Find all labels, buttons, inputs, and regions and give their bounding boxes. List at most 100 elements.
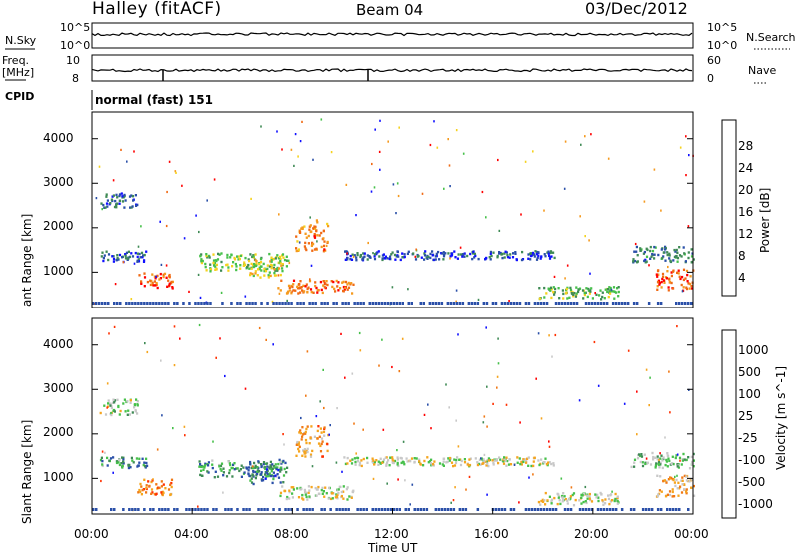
echo-pixel [502,460,505,463]
echo-pixel [522,458,525,461]
echo-pixel [101,208,103,211]
echo-pixel [362,457,365,461]
echo-pixel [607,157,610,160]
echo-pixel [204,262,207,266]
echo-pixel [330,151,333,154]
echo-pixel [569,288,573,292]
echo-pixel [295,249,298,253]
echo-pixel [657,462,660,466]
echo-pixel [692,465,695,468]
echo-pixel [308,225,311,228]
echo-pixel [404,508,407,511]
echo-pixel [142,254,145,257]
echo-pixel [448,459,451,462]
echo-pixel [101,302,104,305]
echo-pixel [320,431,323,434]
echo-pixel [419,302,422,305]
echo-pixel [294,289,297,292]
echo-pixel [443,508,447,511]
echo-pixel [136,400,139,403]
echo-pixel [543,461,546,464]
echo-pixel [599,508,603,511]
echo-pixel [572,302,576,305]
echo-pixel [136,259,139,262]
echo-pixel [689,479,692,482]
echo-pixel [521,250,524,254]
echo-pixel [299,432,302,435]
echo-pixel [243,261,246,264]
echo-pixel [321,440,324,443]
echo-pixel [560,477,563,480]
echo-pixel [239,468,242,471]
echo-pixel [335,279,338,283]
echo-pixel [346,456,349,460]
echo-pixel [448,456,452,460]
echo-pixel [643,453,646,456]
echo-pixel [281,269,284,273]
echo-pixel [128,463,131,467]
echo-pixel [577,290,580,294]
echo-pixel [609,286,612,290]
echo-pixel [673,481,676,484]
echo-pixel [454,486,456,489]
echo-pixel [601,291,604,294]
echo-pixel [308,228,311,231]
echo-pixel [311,508,314,511]
echo-pixel [580,502,583,505]
echo-pixel [676,474,678,477]
echo-pixel [686,273,689,277]
echo-pixel [667,265,669,269]
echo-pixel [690,248,693,251]
echo-pixel [614,492,617,496]
echo-pixel [323,434,326,437]
echo-pixel [266,465,269,468]
echo-pixel [667,478,670,481]
echo-pixel [447,252,450,255]
echo-pixel [213,178,216,181]
echo-pixel [282,481,285,484]
echo-pixel [242,264,245,267]
echo-pixel [616,502,619,505]
echo-pixel [266,264,269,267]
echo-pixel [298,450,301,453]
velocity-ytick-4000: 4000 [43,337,74,351]
echo-pixel [311,449,314,453]
echo-pixel [373,253,376,256]
echo-pixel [154,277,157,280]
echo-pixel [205,253,208,256]
echo-pixel [680,255,683,258]
echo-pixel [496,256,499,259]
echo-pixel [318,492,321,496]
echo-pixel [282,474,286,477]
echo-pixel [238,469,241,473]
echo-pixel [264,473,267,476]
echo-pixel [199,463,202,466]
echo-pixel [340,494,343,498]
echo-pixel [430,464,433,467]
power-panel: 1000 2000 3000 4000 Slant Range [km] 28 … [20,111,772,308]
echo-pixel [162,273,165,276]
echo-pixel [588,495,591,498]
echo-pixel [165,264,168,267]
echo-pixel [326,449,329,453]
echo-pixel [656,302,660,305]
echo-pixel [396,250,399,254]
echo-pixel [544,491,547,495]
echo-pixel [437,508,441,511]
echo-pixel [358,331,361,335]
echo-pixel [552,291,555,294]
echo-pixel [675,248,678,252]
echo-pixel [641,508,645,511]
echo-pixel [550,288,553,291]
echo-pixel [219,464,223,468]
echo-pixel [537,254,540,258]
echo-pixel [553,256,556,260]
echo-pixel [552,462,555,465]
echo-pixel [545,302,549,305]
echo-pixel [116,398,119,401]
echo-pixel [298,241,301,244]
echo-pixel [340,332,342,335]
echo-pixel [563,302,567,305]
echo-pixel [135,398,138,401]
echo-pixel [672,259,675,262]
